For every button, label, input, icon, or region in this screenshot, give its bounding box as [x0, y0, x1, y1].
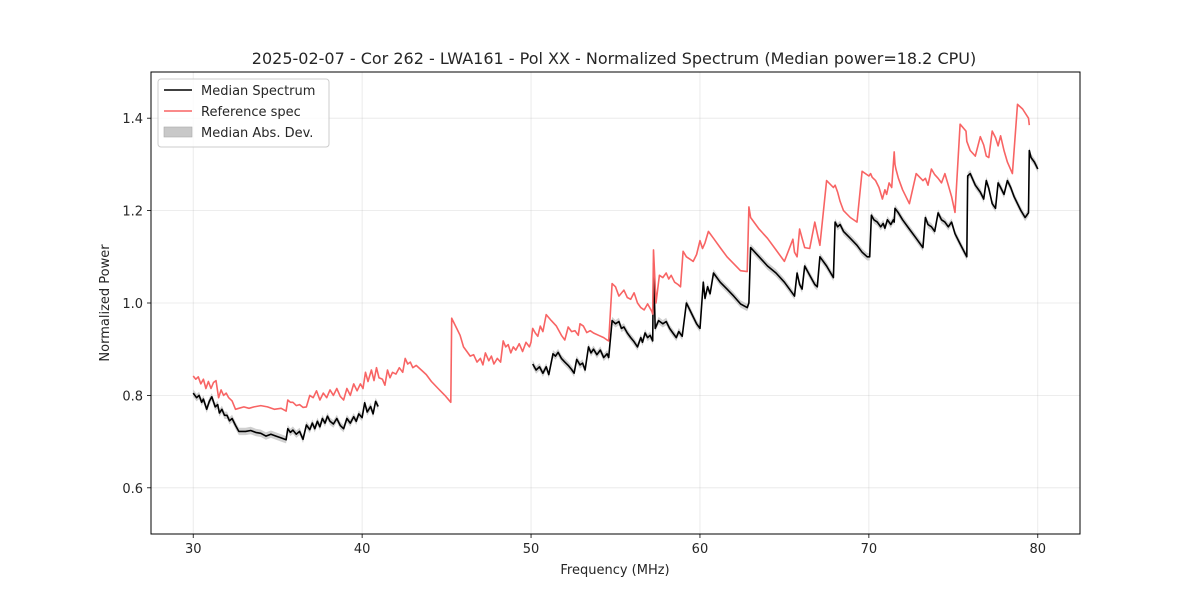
grid-lines	[151, 72, 1080, 534]
x-tick-label: 30	[185, 542, 202, 557]
x-tick-label: 60	[692, 542, 709, 557]
x-tick-label: 80	[1029, 542, 1046, 557]
y-tick-label: 1.4	[122, 112, 143, 127]
y-tick-label: 0.6	[122, 482, 143, 497]
chart-title: 2025-02-07 - Cor 262 - LWA161 - Pol XX -…	[252, 49, 976, 68]
legend-box	[157, 78, 330, 148]
y-tick-label: 1.2	[122, 205, 143, 220]
median-spectrum-line	[192, 392, 379, 441]
mad-band	[193, 389, 379, 444]
series-lines	[192, 103, 1039, 441]
x-axis-label: Frequency (MHz)	[560, 563, 669, 578]
y-axis-label: Normalized Power	[98, 244, 113, 362]
x-tick-label: 50	[523, 542, 540, 557]
legend-label-reference: Reference spec	[201, 105, 301, 120]
axis-ticks: 30 40 50 60 70 80 0.6 0.8 1.0 1.2 1.4	[122, 112, 1046, 557]
median-spectrum-line	[532, 149, 1039, 376]
x-tick-label: 40	[354, 542, 371, 557]
y-tick-label: 1.0	[122, 297, 143, 312]
reference-spec-line	[192, 103, 1031, 412]
legend-label-median: Median Spectrum	[201, 84, 315, 99]
legend-swatch-mad	[163, 126, 193, 138]
y-tick-label: 0.8	[122, 389, 143, 404]
x-tick-label: 70	[861, 542, 878, 557]
legend-label-mad: Median Abs. Dev.	[201, 126, 313, 141]
legend: Median Spectrum Reference spec Median Ab…	[157, 78, 330, 148]
